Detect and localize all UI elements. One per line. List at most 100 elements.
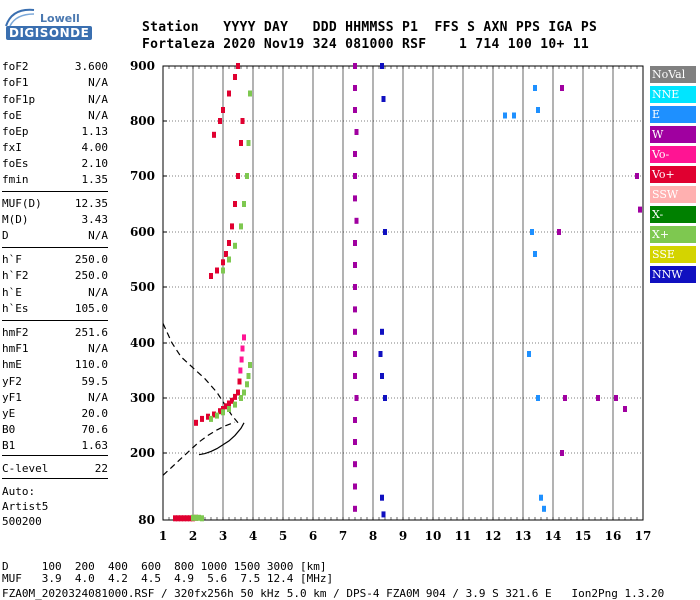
param-row-h-e: h`E N/A	[2, 286, 108, 300]
param-name: yE	[2, 407, 16, 420]
echo-point	[221, 406, 225, 412]
param-row-hme: hmE 110.0	[2, 358, 108, 372]
echo-point	[246, 373, 251, 379]
x-tick-label: 14	[545, 529, 562, 543]
model-curve	[162, 421, 236, 476]
legend-item-x-: X+	[650, 226, 696, 243]
y-tick-label: 700	[130, 169, 155, 183]
echo-point	[536, 395, 540, 401]
param-row-hmf2: hmF2 251.6	[2, 326, 108, 340]
param-value: 70.6	[81, 423, 109, 436]
echo-point	[173, 515, 177, 522]
param-value: 22	[94, 462, 108, 475]
echo-point	[179, 515, 183, 522]
x-tick-label: 16	[605, 529, 622, 543]
echo-point	[218, 408, 222, 415]
echo-point	[353, 107, 357, 113]
x-tick-label: 6	[309, 529, 317, 543]
param-row-fof1p: foF1p N/A	[2, 93, 108, 107]
echo-point	[527, 351, 531, 357]
param-row-hmf1: hmF1 N/A	[2, 342, 108, 356]
x-tick-label: 13	[515, 529, 532, 543]
x-tick-label: 15	[575, 529, 592, 543]
echo-point	[209, 415, 213, 422]
param-name: D	[2, 229, 9, 242]
echo-point	[239, 223, 243, 230]
legend-item-noval: NoVal	[650, 66, 696, 83]
x-tick-label: 10	[425, 529, 442, 543]
echo-point	[354, 217, 359, 224]
echo-point	[233, 201, 237, 207]
logo-lowell-text: Lowell	[40, 12, 80, 25]
legend-item-vo-: Vo-	[650, 146, 696, 163]
param-name: foF1	[2, 76, 29, 89]
model-curve	[162, 323, 239, 424]
param-name: hmE	[2, 358, 22, 371]
x-tick-label: 1	[159, 529, 167, 543]
param-value: 250.0	[74, 253, 108, 266]
x-tick-label: 2	[189, 529, 197, 543]
echo-point	[512, 112, 516, 119]
param-row-ye: yE 20.0	[2, 407, 108, 421]
echo-point	[176, 515, 180, 522]
echo-point	[230, 223, 234, 230]
echo-point	[239, 395, 243, 401]
echo-point	[188, 515, 192, 522]
param-name: foE	[2, 109, 22, 122]
panel-divider	[2, 455, 108, 456]
echo-point	[233, 74, 237, 80]
echo-point	[248, 362, 252, 368]
param-name: yF2	[2, 375, 22, 388]
param-name: foF2	[2, 60, 29, 73]
param-value: 105.0	[74, 302, 108, 315]
echo-point	[560, 450, 564, 456]
echo-point	[236, 389, 240, 396]
panel-divider	[2, 247, 108, 248]
param-value: N/A	[88, 342, 108, 355]
param-name: yF1	[2, 391, 22, 404]
param-name: M(D)	[2, 213, 29, 226]
panel-divider	[2, 320, 108, 321]
echo-point	[353, 417, 357, 423]
echo-point	[248, 90, 252, 97]
param-value: 1.35	[81, 173, 109, 186]
echo-point	[380, 494, 384, 501]
echo-point	[185, 515, 189, 522]
echo-point	[191, 514, 195, 521]
echo-point	[539, 494, 543, 501]
echo-point	[227, 400, 231, 407]
param-value: N/A	[88, 76, 108, 89]
echo-point	[354, 395, 359, 401]
echo-point	[212, 131, 216, 138]
param-name: foEp	[2, 125, 29, 138]
param-value: 3.43	[81, 213, 109, 226]
param-row-yf2: yF2 59.5	[2, 375, 108, 389]
param-name: C-level	[2, 462, 49, 475]
echo-point	[353, 373, 357, 379]
y-tick-label: 900	[130, 59, 155, 73]
legend-item-e: E	[650, 106, 696, 123]
header-line-2: Fortaleza 2020 Nov19 324 081000 RSF 1 71…	[142, 37, 589, 52]
param-value: 1.63	[81, 439, 109, 452]
echo-point	[353, 483, 357, 490]
param-name: h`F2	[2, 269, 29, 282]
echo-point	[224, 251, 228, 257]
y-tick-label: 500	[130, 280, 155, 294]
param-row-m-d-: M(D) 3.43	[2, 213, 108, 227]
legend-item-nnw: NNW	[650, 266, 696, 283]
echo-point	[533, 85, 537, 91]
echo-point	[227, 240, 231, 246]
x-tick-label: 11	[455, 529, 472, 543]
echo-point	[215, 267, 219, 274]
footer-muf-row: MUF 3.9 4.0 4.2 4.5 4.9 5.6 7.5 12.4 [MH…	[2, 572, 334, 585]
echo-point	[378, 351, 383, 357]
param-value: 2.10	[81, 157, 109, 170]
echo-point	[209, 273, 213, 279]
param-value: 4.00	[81, 141, 109, 154]
param-row-b1: B1 1.63	[2, 439, 108, 453]
echo-point	[560, 85, 564, 91]
param-row-muf-d-: MUF(D) 12.35	[2, 197, 108, 211]
y-tick-label: 400	[130, 336, 155, 350]
param-row-h-f2: h`F2 250.0	[2, 269, 108, 283]
footer-distance-row: D 100 200 400 600 800 1000 1500 3000 [km…	[2, 560, 327, 573]
